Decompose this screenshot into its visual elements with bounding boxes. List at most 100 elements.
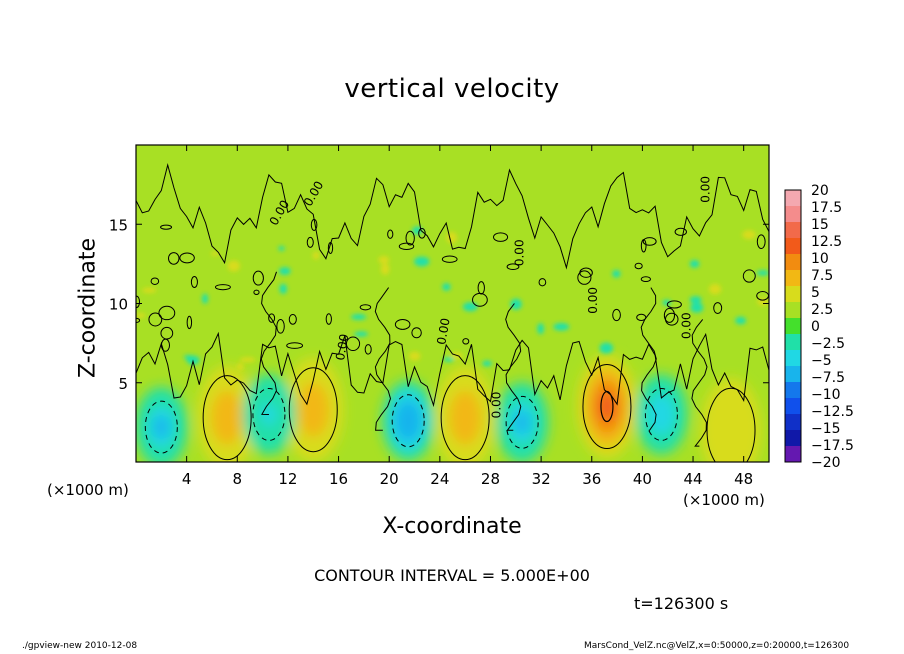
zero-contour-upper	[136, 163, 769, 270]
x-tick-label-5: 24	[430, 470, 449, 488]
contour-label-3: 0.00	[434, 317, 452, 346]
contour-blob-11	[405, 230, 415, 246]
x-tick-label-0: 4	[182, 470, 192, 488]
speckle-20	[210, 251, 220, 256]
contour-interval: CONTOUR INTERVAL = 5.000E+00	[314, 566, 590, 585]
contour-label-2: 0.00	[333, 333, 351, 362]
x-unit-right: (×1000 m)	[683, 491, 765, 509]
contour-blob-13	[345, 336, 361, 352]
speckle-29	[537, 323, 544, 335]
x-tick-label-2: 12	[278, 470, 297, 488]
speckle-33	[446, 231, 458, 244]
speckle-26	[236, 363, 244, 371]
colorbar-frame	[784, 189, 802, 463]
contour-blob-16	[306, 236, 314, 248]
colorbar-label-16: −20	[811, 455, 841, 471]
colorbar-label-8: 0	[811, 319, 820, 335]
colorbar: 2017.51512.5107.552.50−2.5−5−7.5−10−12.5…	[784, 183, 854, 471]
colorbar-swatch-8	[785, 318, 801, 335]
speckle-8	[350, 314, 367, 320]
field-updraft-1-3	[304, 395, 322, 425]
contour-blob-27	[640, 276, 651, 283]
speckle-5	[412, 226, 423, 235]
contour-blob-28	[253, 289, 260, 295]
colorbar-swatch-3	[785, 238, 801, 255]
speckle-31	[510, 298, 522, 310]
speckle-30	[183, 355, 193, 360]
x-tick-label-11: 48	[734, 470, 753, 488]
colorbar-swatch-12	[785, 382, 801, 399]
contour-label-8: 0.00	[698, 176, 712, 203]
colorbar-swatch-0	[785, 190, 801, 207]
colorbar-swatch-7	[785, 302, 801, 319]
contour-blob-19	[167, 252, 180, 265]
y-axis-label: Z-coordinate	[75, 238, 101, 378]
colorbar-swatch-13	[785, 398, 801, 415]
contour-label-7: 0.00	[680, 312, 694, 339]
contour-column-3	[640, 287, 657, 431]
colorbar-label-12: −10	[811, 387, 841, 403]
contour-blob-39	[268, 313, 276, 323]
contour-column-4	[691, 319, 708, 447]
contour-blob-37	[756, 234, 766, 250]
contour-blob-47	[713, 302, 723, 314]
contour-updraft-1	[288, 367, 338, 453]
contour-blob-45	[150, 277, 160, 285]
contour-blob-53	[612, 308, 621, 322]
contour-blob-17	[441, 255, 458, 263]
colorbar-label-2: 15	[811, 217, 829, 233]
colorbar-label-0: 20	[811, 183, 829, 199]
colorbar-swatch-11	[785, 366, 801, 383]
x-tick-label-7: 32	[532, 470, 551, 488]
contour-blob-38	[160, 224, 173, 230]
contour-blob-52	[493, 232, 509, 242]
speckle-16	[482, 360, 492, 367]
contour-blob-26	[642, 237, 657, 246]
contour-blob-2	[276, 319, 285, 334]
speckle-7	[279, 283, 287, 294]
field-updraft-3-3	[598, 391, 616, 422]
field-downdraft-9-3	[654, 403, 669, 426]
field-updraft-4-3	[722, 415, 740, 445]
speckle-3	[279, 267, 291, 275]
contour-blob-48	[160, 326, 174, 340]
field-downdraft-8-3	[514, 411, 530, 434]
speckle-18	[136, 313, 146, 318]
x-tick-label-8: 36	[582, 470, 601, 488]
contour-blob-35	[634, 262, 643, 270]
contour-label-5: 0.00	[512, 239, 526, 266]
x-axis-label: X-coordinate	[382, 514, 522, 539]
x-unit-left: (×1000 m)	[47, 481, 129, 499]
contour-blob-41	[577, 270, 592, 285]
x-tick-label-4: 20	[380, 470, 399, 488]
contour-blob-36	[186, 315, 193, 330]
contour-downdraft-8	[505, 395, 539, 449]
footer-left: ./gpview-new 2010-12-08	[22, 641, 138, 651]
colorbar-swatch-10	[785, 350, 801, 367]
contour-blob-46	[418, 227, 426, 239]
colorbar-swatch-1	[785, 206, 801, 223]
speckle-9	[689, 296, 702, 304]
time-label: t=126300 s	[634, 594, 729, 613]
contour-blob-33	[286, 342, 304, 349]
field-features	[136, 354, 762, 462]
speckle-2	[312, 251, 320, 260]
contour-lines	[136, 163, 769, 462]
colorbar-swatch-9	[785, 334, 801, 351]
colorbar-swatch-16	[785, 446, 801, 463]
contour-blob-44	[411, 327, 422, 339]
speckle-17	[380, 263, 390, 275]
speckle-10	[612, 269, 621, 278]
zero-contour-lower	[136, 331, 769, 408]
field-downdraft-5-3	[154, 415, 169, 439]
x-tick-label-1: 8	[233, 470, 243, 488]
contour-blob-7	[364, 344, 372, 355]
contour-blob-14	[398, 242, 415, 251]
contour-blob-49	[394, 319, 411, 330]
contour-blob-22	[359, 304, 372, 311]
speckle-14	[599, 342, 614, 354]
x-tick-label-3: 16	[329, 470, 348, 488]
contour-blob-54	[538, 278, 547, 287]
y-tick-label-1: 10	[109, 296, 128, 314]
